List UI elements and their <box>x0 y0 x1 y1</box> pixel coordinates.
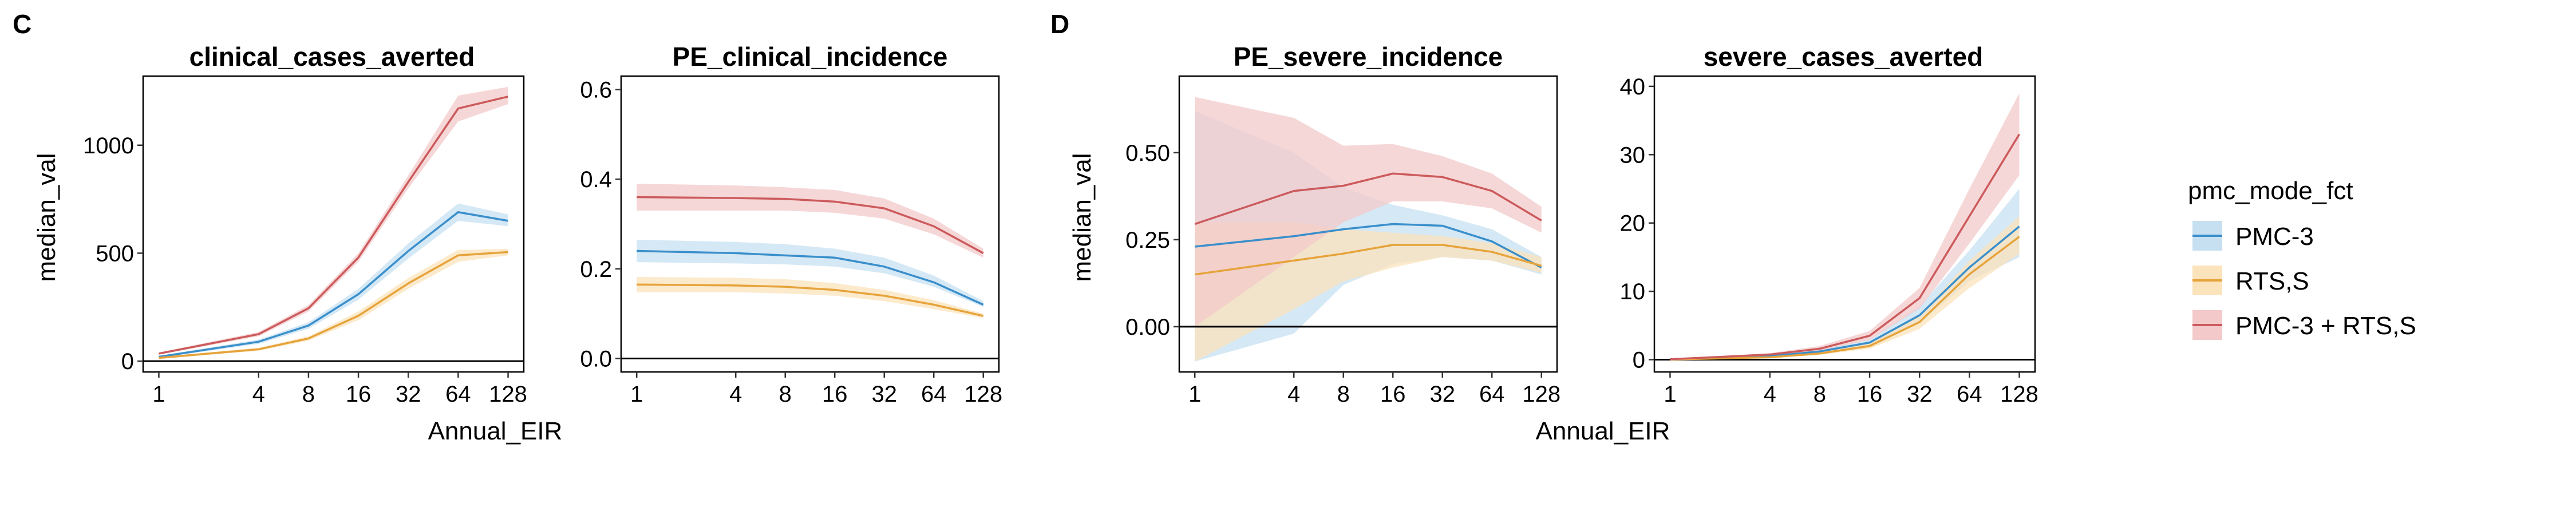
x-tick-label: 4 <box>1764 382 1776 407</box>
x-tick-label: 1 <box>1664 382 1676 407</box>
series-line-pmc-3 <box>159 211 508 358</box>
ribbon-pmc-3-rts-s <box>1670 93 2020 360</box>
x-tick-label: 64 <box>1957 382 1982 407</box>
facet-title: severe_cases_averted <box>1704 42 1984 72</box>
facet-pe-clinical-incidence: PE_clinical_incidence 0.0 0.2 0.4 0.6 1 4 8 16 32… <box>580 42 1002 407</box>
facet-title: PE_severe_incidence <box>1234 42 1503 72</box>
ribbon-pmc-3 <box>1670 189 2020 360</box>
facet-title: PE_clinical_incidence <box>673 42 948 72</box>
x-tick-label: 1 <box>630 382 643 407</box>
legend-item-rtss: RTS,S <box>2192 266 2309 295</box>
x-tick-label: 16 <box>822 382 848 407</box>
x-tick-label: 8 <box>1337 382 1350 407</box>
x-tick-label: 32 <box>396 382 421 407</box>
y-tick-label: 0 <box>1633 348 1645 373</box>
panel-label-d: D <box>1050 9 1069 39</box>
x-axis-title-right: Annual_EIR <box>1536 417 1670 445</box>
plot-area <box>1654 93 2035 361</box>
x-tick-label: 128 <box>964 382 1002 407</box>
y-tick-label: 0.25 <box>1125 228 1170 253</box>
y-tick-label: 0.4 <box>580 167 612 192</box>
x-tick-label: 128 <box>2000 382 2038 407</box>
series-line-pmc-3-rts-s <box>159 96 508 355</box>
y-tick-label: 30 <box>1620 142 1646 168</box>
x-tick-label: 1 <box>1188 382 1201 407</box>
y-tick-label: 0 <box>121 349 134 374</box>
facet-severe-cases-averted: severe_cases_averted 0 10 20 30 40 1 4 8 16 32 64 12… <box>1620 42 2038 407</box>
series-line-pmc-3 <box>1195 223 1542 269</box>
y-tick-label: 40 <box>1620 74 1646 100</box>
series-line-pmc-3-rts-s <box>1194 172 1542 225</box>
x-tick-label: 8 <box>779 382 792 407</box>
x-tick-label: 64 <box>1479 382 1505 407</box>
panel-label-c: C <box>13 9 31 39</box>
y-tick-label: 0.6 <box>580 78 612 103</box>
panel-border <box>142 75 525 373</box>
y-tick-label: 0.00 <box>1125 315 1170 340</box>
facet-title: clinical_cases_averted <box>189 42 475 72</box>
x-tick-label: 16 <box>1380 382 1406 407</box>
x-tick-label: 128 <box>489 382 527 407</box>
legend-label-rtss: RTS,S <box>2235 267 2309 295</box>
y-tick-label: 0.50 <box>1125 141 1170 166</box>
ribbon-pmc-3 <box>637 239 983 307</box>
legend: pmc_mode_fct PMC-3 RTS,S PMC-3 + RTS,S <box>2188 177 2416 340</box>
series-line-rts-s <box>637 283 984 317</box>
x-axis-title-left: Annual_EIR <box>428 417 563 445</box>
y-axis-title-left: median_val <box>33 153 61 282</box>
x-tick-label: 16 <box>346 382 372 407</box>
x-tick-label: 1 <box>152 382 165 407</box>
y-tick-label: 500 <box>96 241 134 266</box>
panel-border <box>1178 75 1558 373</box>
y-tick-label: 0.2 <box>580 257 612 282</box>
legend-label-pmc3: PMC-3 <box>2235 223 2314 251</box>
x-tick-label: 4 <box>1287 382 1300 407</box>
x-tick-label: 4 <box>252 382 265 407</box>
y-tick-label: 1000 <box>83 133 134 159</box>
facet-clinical-cases-averted: clinical_cases_averted 0 500 1000 1 4 8 16 32 64 1… <box>83 42 527 407</box>
x-tick-label: 128 <box>1522 382 1560 407</box>
ribbon-pmc-3-rts-s <box>159 86 508 355</box>
series-line-pmc-3-rts-s <box>1670 133 2021 360</box>
ribbon-pmc-3-rts-s <box>637 184 983 258</box>
y-tick-label: 20 <box>1620 211 1646 236</box>
series-line-pmc-3-rts-s <box>637 196 984 254</box>
panel-border <box>1653 75 2036 373</box>
legend-title: pmc_mode_fct <box>2188 177 2353 205</box>
ribbon-rts-s <box>637 276 983 318</box>
x-tick-label: 16 <box>1857 382 1883 407</box>
plot-area <box>621 184 999 359</box>
facet-pe-severe-incidence: PE_severe_incidence 0.00 0.25 0.50 1 4 8 16 32 64… <box>1125 42 1560 407</box>
x-tick-label: 32 <box>872 382 898 407</box>
y-tick-label: 10 <box>1620 279 1646 304</box>
legend-item-pmc3-rtss: PMC-3 + RTS,S <box>2192 310 2416 340</box>
panel-border <box>620 75 1000 373</box>
x-tick-label: 8 <box>1814 382 1826 407</box>
x-tick-label: 64 <box>921 382 947 407</box>
plot-area <box>143 86 524 362</box>
y-tick-label: 0.0 <box>580 347 612 372</box>
x-tick-label: 4 <box>729 382 742 407</box>
series-line-rts-s <box>1670 236 2020 360</box>
plot-area <box>1179 97 1557 362</box>
x-tick-label: 32 <box>1907 382 1933 407</box>
series-line-rts-s <box>1195 244 1542 276</box>
y-axis-title-right: median_val <box>1068 153 1096 282</box>
legend-item-pmc3: PMC-3 <box>2192 221 2314 251</box>
legend-label-pmc3-rtss: PMC-3 + RTS,S <box>2235 312 2416 340</box>
series-line-pmc-3 <box>637 249 984 306</box>
series-line-rts-s <box>159 251 508 359</box>
x-tick-label: 32 <box>1430 382 1456 407</box>
series-line-pmc-3 <box>1670 225 2020 360</box>
x-tick-label: 64 <box>445 382 471 407</box>
ribbon-pmc-3-rts-s <box>1195 97 1542 327</box>
x-tick-label: 8 <box>302 382 315 407</box>
